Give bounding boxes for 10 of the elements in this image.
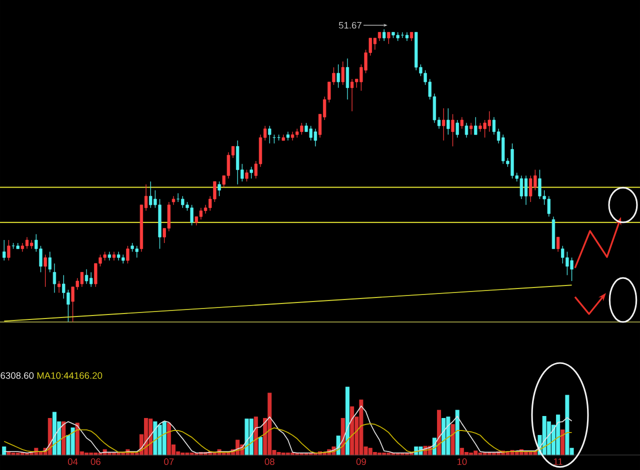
text: 51.67 bbox=[338, 22, 362, 29]
x-tick-label: 04 bbox=[68, 458, 78, 465]
x-tick-label: 11 bbox=[554, 458, 562, 465]
x-tick-label: 08 bbox=[264, 458, 274, 465]
text: MA10:44166.20 bbox=[37, 372, 102, 379]
text: 6308.60 bbox=[0, 372, 34, 379]
x-tick-label: 09 bbox=[356, 458, 366, 465]
x-tick-label: 10 bbox=[457, 458, 467, 465]
x-tick-label: 06 bbox=[90, 458, 100, 465]
x-tick-label: 07 bbox=[164, 458, 174, 465]
